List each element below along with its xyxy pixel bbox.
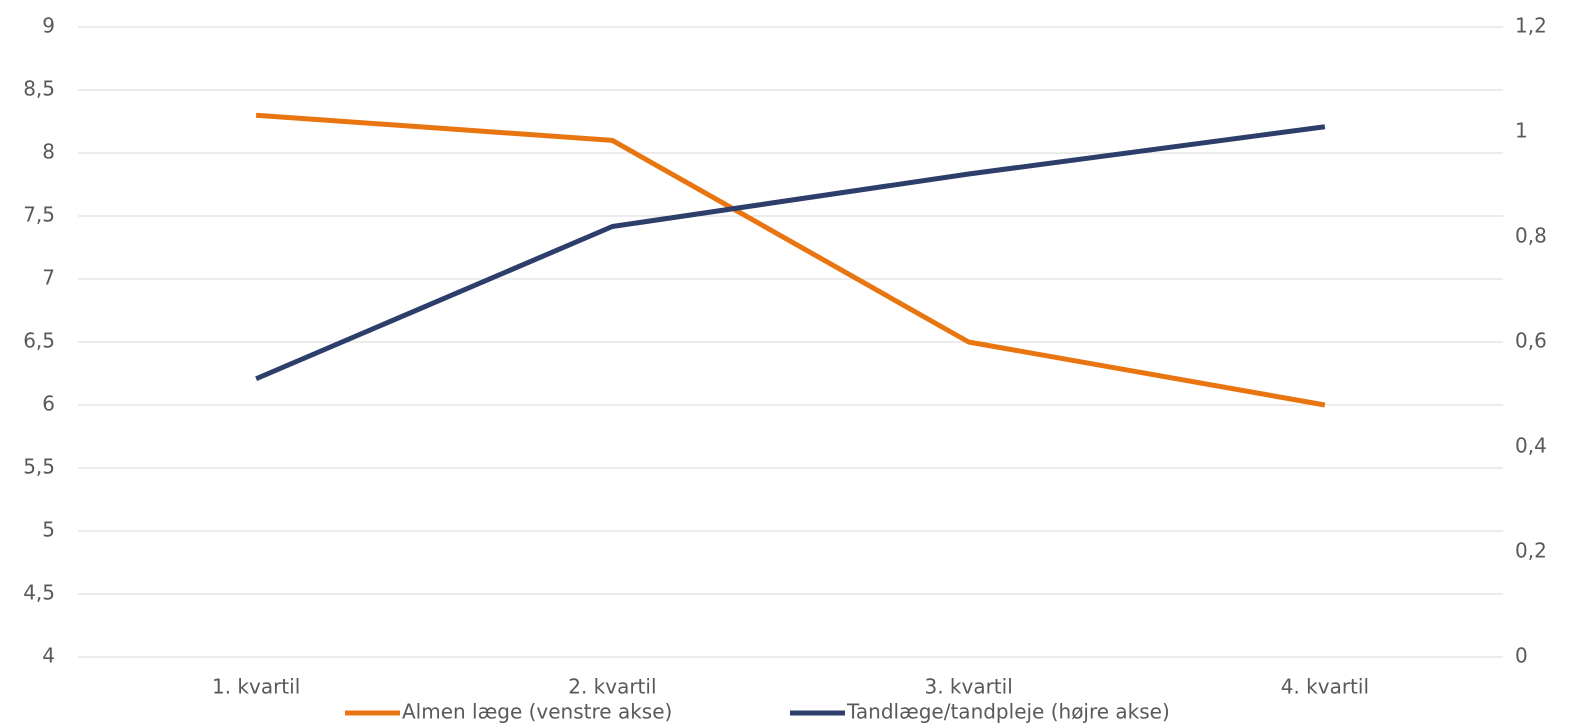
y-tick-label: 6,5 <box>23 329 55 353</box>
x-tick-label: 4. kvartil <box>1281 675 1369 699</box>
series-line <box>255 124 1326 382</box>
series-line <box>255 112 1326 408</box>
y2-tick-label: 0,8 <box>1515 224 1547 248</box>
y-tick-label: 9 <box>42 14 55 38</box>
y-tick-label: 5 <box>42 518 55 542</box>
y2-tick-label: 0,6 <box>1515 329 1547 353</box>
y-tick-label: 4,5 <box>23 581 55 605</box>
y2-tick-label: 1 <box>1515 119 1528 143</box>
y-tick-label: 6 <box>42 392 55 416</box>
y-tick-label: 4 <box>42 644 55 668</box>
y2-tick-label: 0,4 <box>1515 434 1547 458</box>
y2-tick-label: 0 <box>1515 644 1528 668</box>
x-tick-label: 1. kvartil <box>212 675 300 699</box>
y-tick-label: 7,5 <box>23 203 55 227</box>
y-tick-label: 7 <box>42 266 55 290</box>
y-tick-label: 8,5 <box>23 77 55 101</box>
x-tick-label: 2. kvartil <box>568 675 656 699</box>
y-tick-label: 8 <box>42 140 55 164</box>
x-tick-label: 3. kvartil <box>924 675 1012 699</box>
y2-tick-label: 1,2 <box>1515 14 1547 38</box>
legend-label: Almen læge (venstre akse) <box>402 700 672 724</box>
y2-tick-label: 0,2 <box>1515 539 1547 563</box>
y-tick-label: 5,5 <box>23 455 55 479</box>
legend-label: Tandlæge/tandpleje (højre akse) <box>846 700 1170 724</box>
